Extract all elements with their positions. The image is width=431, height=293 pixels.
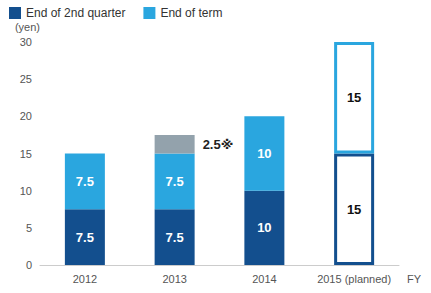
svg-text:2014: 2014: [252, 273, 276, 285]
svg-text:7.5: 7.5: [76, 230, 94, 245]
svg-text:10: 10: [20, 185, 32, 197]
svg-text:7.5: 7.5: [166, 230, 184, 245]
svg-text:End of 2nd quarter: End of 2nd quarter: [26, 6, 125, 20]
svg-text:15: 15: [20, 148, 32, 160]
svg-text:15: 15: [347, 202, 361, 217]
svg-text:FY: FY: [407, 273, 422, 285]
svg-text:2015 (planned): 2015 (planned): [317, 273, 391, 285]
svg-text:10: 10: [257, 146, 271, 161]
svg-text:20: 20: [20, 110, 32, 122]
svg-text:30: 30: [20, 36, 32, 48]
svg-text:10: 10: [257, 220, 271, 235]
svg-text:2.5※: 2.5※: [203, 137, 234, 152]
svg-text:5: 5: [26, 222, 32, 234]
svg-text:2013: 2013: [162, 273, 186, 285]
svg-text:End of term: End of term: [160, 6, 222, 20]
svg-text:25: 25: [20, 73, 32, 85]
svg-text:15: 15: [347, 90, 361, 105]
svg-text:(yen): (yen): [15, 21, 40, 33]
svg-text:7.5: 7.5: [76, 174, 94, 189]
svg-text:7.5: 7.5: [166, 174, 184, 189]
svg-text:0: 0: [26, 259, 32, 271]
svg-text:2012: 2012: [73, 273, 97, 285]
